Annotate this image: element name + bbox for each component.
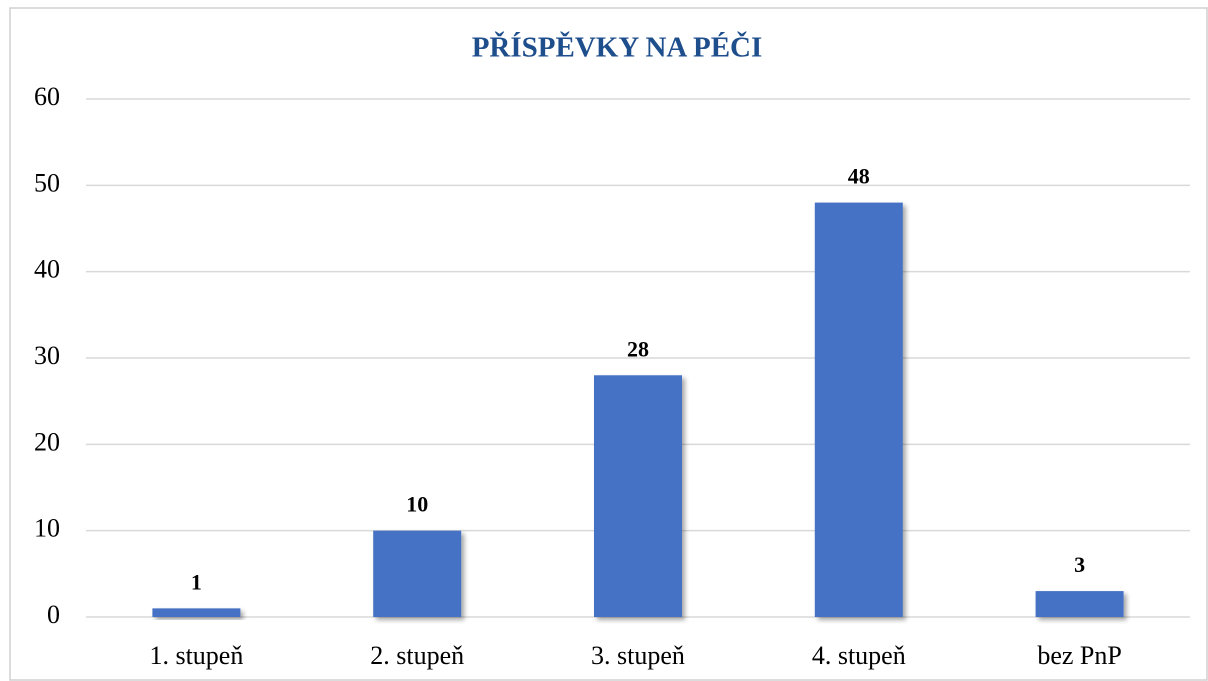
y-tick-label: 50 (34, 168, 60, 197)
x-tick-label: bez PnP (1037, 641, 1122, 670)
data-label: 1 (191, 569, 202, 594)
x-tick-label: 2. stupeň (370, 641, 464, 670)
bar (152, 608, 241, 617)
x-tick-label: 4. stupeň (812, 641, 906, 670)
x-tick-label: 1. stupeň (149, 641, 243, 670)
data-label: 48 (848, 164, 870, 189)
bar (594, 375, 682, 617)
data-label: 28 (627, 336, 649, 361)
chart-title: PŘÍSPĚVKY NA PÉČI (472, 31, 763, 64)
y-tick-label: 40 (34, 255, 60, 284)
data-label: 10 (406, 492, 428, 517)
y-tick-label: 60 (34, 82, 60, 111)
y-tick-label: 0 (47, 600, 60, 629)
bar (814, 202, 903, 617)
y-tick-label: 20 (34, 427, 60, 456)
bar (1035, 591, 1124, 617)
x-tick-label: 3. stupeň (591, 641, 685, 670)
y-tick-label: 10 (34, 514, 60, 543)
bar (373, 530, 462, 617)
y-tick-label: 30 (34, 341, 60, 370)
data-label: 3 (1074, 552, 1085, 577)
